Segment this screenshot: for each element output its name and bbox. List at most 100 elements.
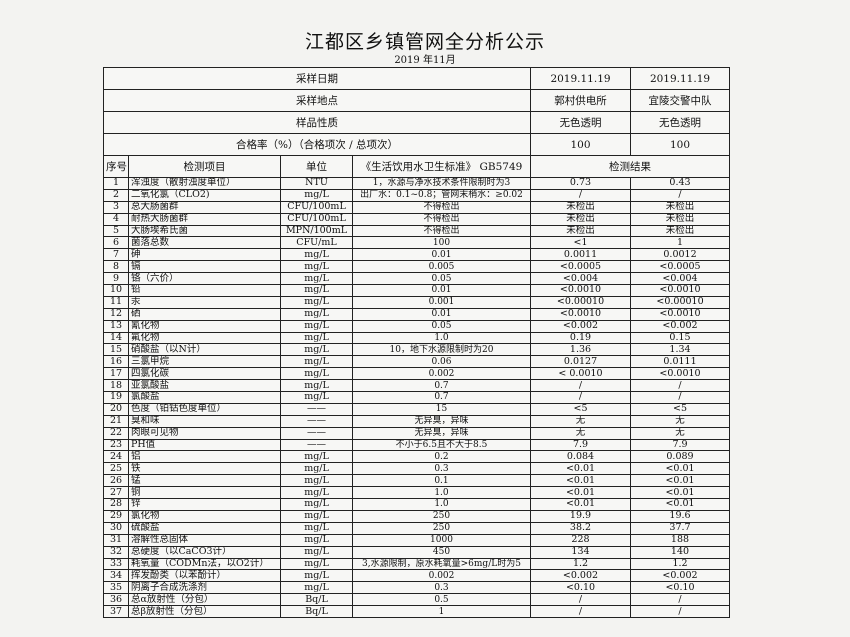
cell-standard: 0.5 (352, 593, 531, 607)
cell-seq: 14 (103, 331, 129, 345)
col-unit: 单位 (280, 155, 353, 178)
cell-result-1: 0.0127 (530, 355, 631, 369)
cell-unit: mg/L (280, 379, 353, 393)
cell-result-1: <0.01 (530, 474, 631, 488)
cell-result-2: 0.15 (630, 331, 730, 345)
table-row: 28 锌 mg/L 1.0 <0.01 <0.01 (103, 498, 730, 511)
cell-seq: 23 (103, 438, 129, 452)
table-row: 25 铁 mg/L 0.3 <0.01 <0.01 (103, 462, 730, 476)
cell-item: 铁 (128, 462, 281, 476)
cell-result-2: / (630, 593, 730, 607)
cell-standard: 0.05 (352, 272, 531, 286)
sample-site-row: 采样地点 郭村供电所 宜陵交警中队 (103, 89, 730, 112)
cell-seq: 4 (103, 212, 129, 226)
cell-unit: mg/L (280, 307, 353, 321)
col-results: 检测结果 (530, 155, 730, 178)
cell-standard: 250 (352, 521, 531, 535)
cell-seq: 27 (103, 486, 129, 500)
cell-standard: 0.002 (352, 569, 531, 583)
cell-seq: 25 (103, 462, 129, 476)
table-row: 16 三氯甲烷 mg/L 0.06 0.0127 0.0111 (103, 355, 730, 369)
cell-standard: 0.3 (352, 581, 531, 595)
cell-standard: 250 (352, 509, 531, 523)
pass-rate-1: 100 (530, 133, 631, 156)
cell-seq: 11 (103, 295, 129, 309)
cell-result-1: 未检出 (530, 212, 631, 226)
cell-unit: mg/L (280, 581, 353, 595)
cell-unit: NTU (280, 177, 353, 190)
table-row: 8 镉 mg/L 0.005 <0.0005 <0.0005 (103, 260, 730, 274)
cell-unit: mg/L (280, 295, 353, 309)
cell-result-2: <5 (630, 402, 730, 416)
cell-result-1: <0.0010 (530, 284, 631, 297)
cell-unit: mg/L (280, 272, 353, 286)
cell-result-1: <0.0010 (530, 307, 631, 321)
cell-seq: 17 (103, 367, 129, 381)
cell-standard: 出厂水：0.1~0.8；管网末梢水：≥0.02 (352, 188, 531, 202)
col-standard: 《生活饮用水卫生标准》 GB5749 (352, 155, 531, 178)
table-row: 24 铝 mg/L 0.2 0.084 0.089 (103, 450, 730, 464)
cell-seq: 1 (103, 177, 129, 190)
table-row: 26 锰 mg/L 0.1 <0.01 <0.01 (103, 474, 730, 488)
cell-item: 氯化物 (128, 509, 281, 523)
cell-result-2: 7.9 (630, 438, 730, 452)
cell-standard: 1.0 (352, 331, 531, 345)
cell-item: 铅 (128, 284, 281, 297)
sample-site-label: 采样地点 (103, 89, 531, 112)
table-row: 33 耗氧量（CODMn法，以O2计） mg/L 3,水源限制，原水耗氧量>6mg/L… (103, 557, 730, 571)
cell-unit: MPN/100mL (280, 224, 353, 238)
cell-result-1: / (530, 391, 631, 404)
table-row: 34 挥发酚类（以苯酚计） mg/L 0.002 <0.002 <0.002 (103, 569, 730, 583)
cell-standard: 10，地下水源限制时为20 (352, 343, 531, 357)
cell-seq: 24 (103, 450, 129, 464)
cell-result-2: <0.01 (630, 498, 730, 511)
cell-result-2: <0.01 (630, 486, 730, 500)
cell-result-2: 未检出 (630, 212, 730, 226)
cell-unit: mg/L (280, 260, 353, 274)
cell-standard: 不得检出 (352, 212, 531, 226)
cell-result-2: 未检出 (630, 200, 730, 214)
sample-site-2: 宜陵交警中队 (630, 89, 730, 112)
cell-result-2: <0.002 (630, 569, 730, 583)
cell-result-1: <0.01 (530, 462, 631, 476)
cell-item: 铝 (128, 450, 281, 464)
cell-unit: mg/L (280, 367, 353, 381)
cell-unit: mg/L (280, 521, 353, 535)
col-seq: 序号 (103, 155, 129, 178)
cell-seq: 15 (103, 343, 129, 357)
sample-date-row: 采样日期 2019.11.19 2019.11.19 (103, 67, 730, 90)
cell-result-1: <5 (530, 402, 631, 416)
cell-item: 菌落总数 (128, 236, 281, 250)
cell-result-2: <0.004 (630, 272, 730, 286)
cell-seq: 37 (103, 605, 129, 618)
cell-standard: 0.01 (352, 284, 531, 297)
table-row: 30 硫酸盐 mg/L 250 38.2 37.7 (103, 521, 730, 535)
cell-standard: 无异臭，异味 (352, 414, 531, 428)
cell-result-2: <0.0010 (630, 367, 730, 381)
table-row: 36 总α放射性（分包） Bq/L 0.5// (103, 593, 730, 607)
cell-result-1: <0.002 (530, 319, 631, 333)
table-row: 35 阴离子合成洗涤剂 mg/L 0.3 <0.10 <0.10 (103, 581, 730, 595)
cell-standard: 0.2 (352, 450, 531, 464)
cell-item: 氯酸盐 (128, 391, 281, 404)
cell-result-2: <0.00010 (630, 295, 730, 309)
cell-item: 溶解性总固体 (128, 533, 281, 547)
cell-item: 氟化物 (128, 331, 281, 345)
cell-standard: 0.05 (352, 319, 531, 333)
cell-seq: 10 (103, 284, 129, 297)
cell-result-2: / (630, 188, 730, 202)
cell-item: 汞 (128, 295, 281, 309)
cell-item: 氰化物 (128, 319, 281, 333)
sample-date-2: 2019.11.19 (630, 67, 730, 90)
cell-seq: 18 (103, 379, 129, 393)
sample-nature-1: 无色透明 (530, 111, 631, 134)
cell-standard: 0.1 (352, 474, 531, 488)
cell-item: 三氯甲烷 (128, 355, 281, 369)
cell-result-2: 37.7 (630, 521, 730, 535)
cell-unit: mg/L (280, 462, 353, 476)
cell-standard: 0.01 (352, 248, 531, 262)
cell-item: PH值 (128, 438, 281, 452)
table-row: 20 色度（铂钴色度单位） —— 15 <5 <5 (103, 402, 730, 416)
table-row: 2 二氧化氯（CLO2) mg/L 出厂水：0.1~0.8；管网末梢水：≥0.02// (103, 188, 730, 202)
cell-item: 镉 (128, 260, 281, 274)
